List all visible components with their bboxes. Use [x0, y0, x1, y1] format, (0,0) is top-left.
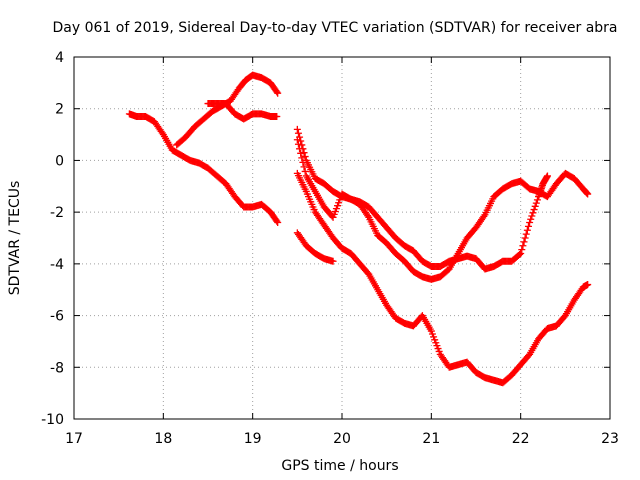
series-seg4 [293, 229, 337, 265]
data-point [480, 212, 488, 220]
x-tick-label: 18 [154, 431, 172, 447]
data-point [294, 140, 302, 148]
series-seg1 [125, 110, 282, 226]
data-points [125, 71, 592, 387]
data-point [530, 206, 538, 214]
data-point [532, 199, 540, 207]
x-tick-label: 22 [512, 431, 530, 447]
x-tick-label: 19 [244, 431, 262, 447]
x-tick-label: 21 [422, 431, 440, 447]
data-point [543, 172, 551, 180]
y-tick-label: -2 [50, 205, 64, 221]
data-point [301, 153, 309, 161]
data-point [274, 89, 282, 97]
data-point [531, 202, 539, 210]
data-point [274, 218, 282, 226]
y-tick-label: -6 [50, 309, 64, 325]
data-point [273, 88, 281, 96]
chart-title: Day 061 of 2019, Sidereal Day-to-day VTE… [52, 20, 617, 36]
data-point [517, 250, 525, 258]
series-seg7 [293, 136, 592, 283]
data-point [298, 154, 306, 162]
data-point [584, 281, 592, 289]
y-tick-label: 0 [55, 153, 64, 169]
data-point [523, 226, 531, 234]
data-point [273, 217, 281, 225]
data-point [533, 196, 541, 204]
data-point [528, 212, 536, 220]
series-seg2 [173, 71, 282, 149]
x-tick-label: 17 [65, 431, 83, 447]
data-point [293, 136, 301, 144]
series-seg3 [204, 100, 281, 123]
data-point [299, 158, 307, 166]
data-point [294, 129, 302, 137]
data-point [529, 209, 537, 217]
data-point [584, 190, 592, 198]
data-point [300, 163, 308, 171]
data-point [301, 167, 309, 175]
data-point [527, 215, 535, 223]
x-axis-title: GPS time / hours [281, 458, 398, 474]
data-point [519, 242, 527, 250]
y-tick-label: -10 [41, 412, 64, 428]
series-seg5 [293, 169, 592, 387]
y-tick-label: -8 [50, 360, 64, 376]
data-point [522, 230, 530, 238]
x-tick-label: 20 [333, 431, 351, 447]
y-tick-label: 2 [55, 102, 64, 118]
x-tick-label: 23 [601, 431, 619, 447]
data-point [329, 257, 337, 265]
data-point [516, 250, 524, 258]
data-point [520, 238, 528, 246]
y-tick-label: 4 [55, 50, 64, 66]
data-point [521, 234, 529, 242]
grid-layer [74, 57, 610, 419]
y-axis-title: SDTVAR / TECUs [7, 181, 23, 296]
data-point [293, 125, 301, 133]
data-point [364, 212, 372, 220]
data-point [296, 145, 304, 153]
data-point [273, 112, 281, 120]
data-point [297, 149, 305, 157]
data-point [524, 222, 532, 230]
y-tick-label: -4 [50, 257, 64, 273]
axis-ticks: 17 18 19 20 21 22 23 -10 -8 -6 -4 -2 0 2 4 [41, 50, 619, 447]
data-point [526, 218, 534, 226]
data-point [518, 246, 526, 254]
data-point [158, 129, 166, 137]
series-seg6 [293, 125, 551, 273]
